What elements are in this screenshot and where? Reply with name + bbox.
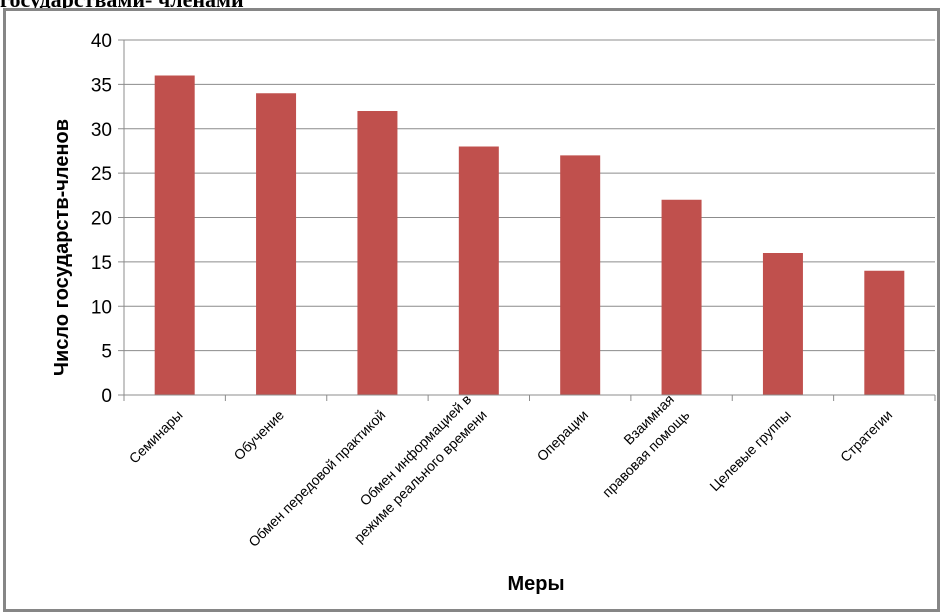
x-category-label: Стратегии (837, 407, 895, 465)
y-tick-label: 20 (91, 209, 112, 230)
bar (154, 75, 195, 395)
y-tick-labels: 0 5 10 15 20 25 30 35 40 (91, 31, 112, 407)
x-category-label: Операции (534, 407, 592, 465)
y-axis-title: Число государств-членов (51, 119, 73, 376)
y-tick-label: 10 (91, 297, 112, 318)
bar (762, 253, 803, 395)
y-tick-label: 0 (101, 386, 112, 407)
x-category-label-line: Целевые группы (706, 407, 794, 495)
x-category-label-line: Операции (534, 407, 592, 465)
y-tick-label: 15 (91, 253, 112, 274)
y-tick-label: 40 (91, 31, 112, 52)
y-tick-label: 30 (91, 120, 112, 141)
axes (118, 39, 936, 401)
x-category-label: Семинары (126, 407, 186, 467)
bar (256, 93, 297, 395)
y-tick-label: 35 (91, 75, 112, 96)
x-category-label-line: Стратегии (837, 407, 895, 465)
grid-lines (124, 39, 935, 352)
bars (154, 75, 905, 395)
bar (458, 146, 499, 395)
x-category-label-line: Обучение (230, 406, 287, 463)
x-category-label-line: Семинары (126, 407, 186, 467)
bar (357, 111, 398, 395)
x-category-label: Обучение (230, 406, 287, 463)
bar (661, 199, 702, 395)
bar (864, 270, 905, 395)
x-category-label: Целевые группы (706, 407, 794, 495)
y-tick-label: 5 (101, 342, 112, 363)
bar (560, 155, 601, 395)
x-axis-title: Меры (507, 573, 564, 595)
y-tick-label: 25 (91, 164, 112, 185)
